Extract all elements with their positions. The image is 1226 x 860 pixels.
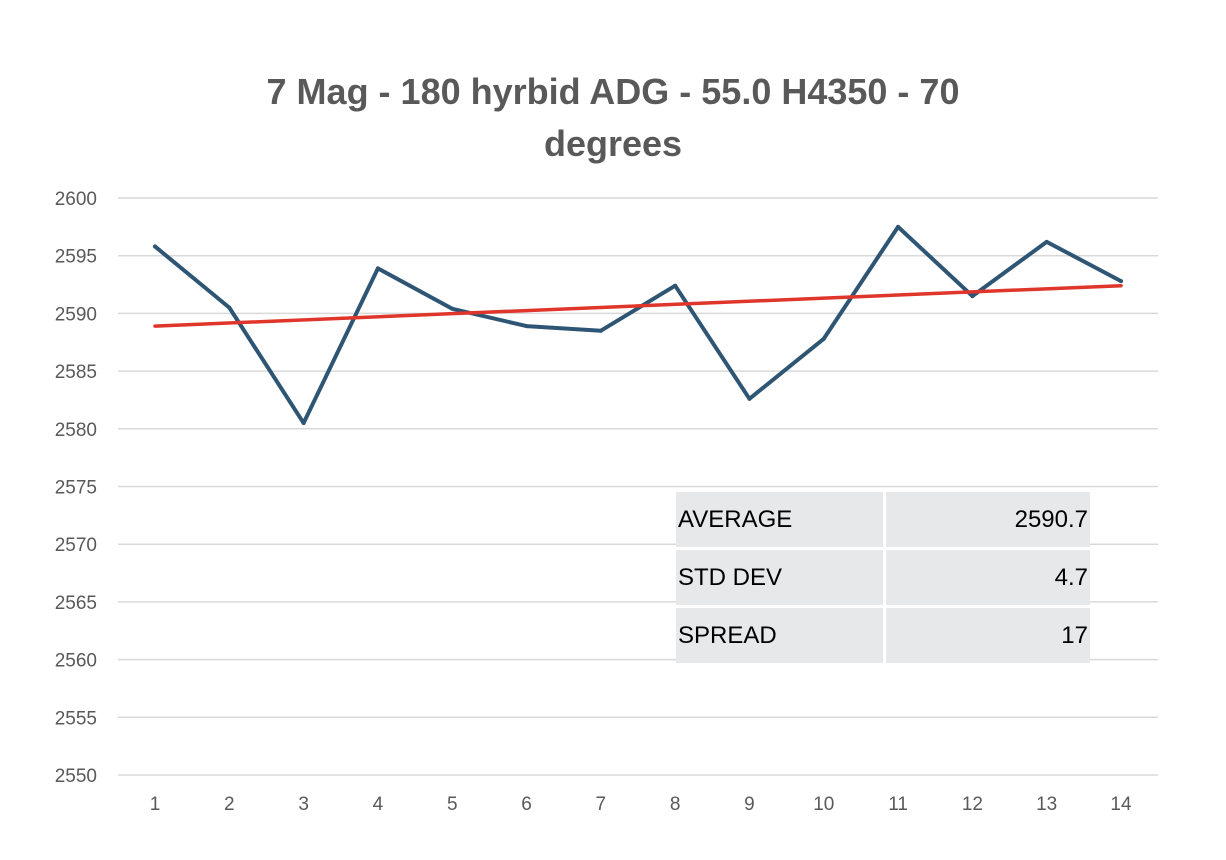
data-point — [747, 396, 752, 401]
y-tick-label: 2595 — [55, 247, 97, 268]
stats-value-spread: 17 — [886, 608, 1090, 663]
stats-value-average: 2590.7 — [886, 492, 1090, 550]
x-tick-label: 11 — [888, 794, 908, 815]
data-point — [598, 328, 603, 333]
chart-title-line-1: 7 Mag - 180 hyrbid ADG - 55.0 H4350 - 70 — [266, 71, 960, 112]
y-tick-label: 2585 — [55, 362, 97, 383]
series-layer — [153, 224, 1123, 426]
stats-value-std-dev: 4.7 — [886, 550, 1090, 608]
data-point — [896, 224, 901, 229]
data-point — [301, 421, 306, 426]
y-tick-label: 2560 — [55, 651, 97, 672]
x-tick-label: 4 — [373, 794, 384, 815]
gridlines — [118, 197, 1158, 776]
x-tick-label: 1 — [150, 794, 161, 815]
x-tick-label: 12 — [962, 794, 983, 815]
stats-label-average: AVERAGE — [676, 492, 886, 550]
x-tick-label: 2 — [224, 794, 235, 815]
stats-row: AVERAGE 2590.7 — [676, 492, 1090, 550]
data-point — [1044, 239, 1049, 244]
x-tick-label: 13 — [1036, 794, 1057, 815]
x-tick-label: 14 — [1110, 794, 1132, 815]
data-point — [524, 324, 529, 329]
x-tick-label: 3 — [298, 794, 309, 815]
data-point — [673, 283, 678, 288]
x-tick-label: 9 — [744, 794, 755, 815]
chart-title-line-2: degrees — [543, 123, 683, 164]
stats-table: AVERAGE 2590.7 STD DEV 4.7 SPREAD 17 — [676, 492, 1090, 663]
y-tick-label: 2570 — [55, 535, 97, 556]
y-tick-label: 2600 — [55, 189, 97, 210]
x-tick-label: 5 — [447, 794, 458, 815]
stats-row: SPREAD 17 — [676, 608, 1090, 663]
data-point — [227, 305, 232, 310]
x-tick-label: 10 — [813, 794, 834, 815]
stats-label-spread: SPREAD — [676, 608, 886, 663]
y-tick-label: 2580 — [55, 420, 97, 441]
y-axis-ticks: 2550 2555 2560 2565 2570 2575 2580 2585 2590 2595… — [55, 189, 97, 787]
data-point — [375, 266, 380, 271]
stats-row: STD DEV 4.7 — [676, 550, 1090, 608]
y-tick-label: 2555 — [55, 708, 97, 729]
data-point — [450, 306, 455, 311]
x-tick-label: 7 — [596, 794, 607, 815]
data-point — [1119, 279, 1123, 284]
trendline-layer — [153, 283, 1123, 328]
x-tick-label: 8 — [670, 794, 681, 815]
y-tick-label: 2590 — [55, 304, 97, 325]
stats-label-std-dev: STD DEV — [676, 550, 886, 608]
trendline — [153, 283, 1123, 328]
series-line — [153, 224, 1123, 426]
y-tick-label: 2565 — [55, 593, 97, 614]
y-tick-label: 2550 — [55, 766, 97, 787]
data-point — [821, 336, 826, 341]
data-point — [153, 244, 157, 249]
y-tick-label: 2575 — [55, 478, 97, 499]
x-tick-label: 6 — [521, 794, 532, 815]
x-axis-ticks: 1 2 3 4 5 6 7 8 9 10 11 12 13 14 — [150, 794, 1132, 815]
data-point — [970, 294, 975, 299]
chart-title: 7 Mag - 180 hyrbid ADG - 55.0 H4350 - 70… — [0, 66, 1226, 170]
